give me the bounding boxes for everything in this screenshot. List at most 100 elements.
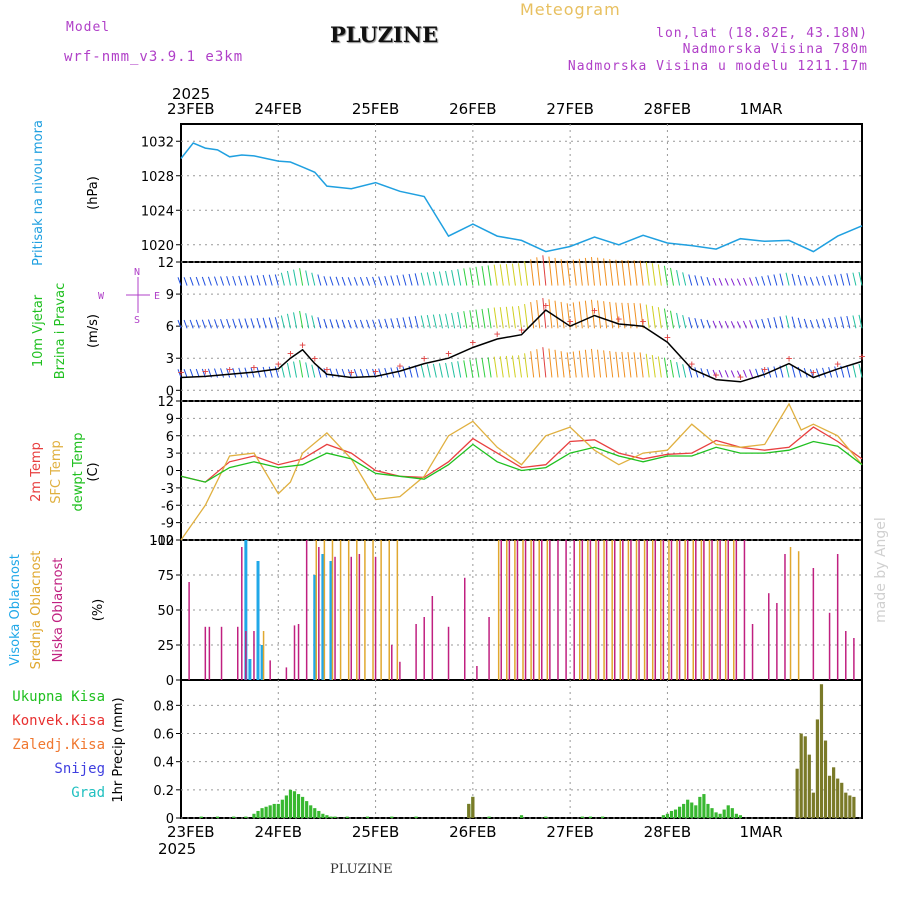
cloud-bar-niska bbox=[828, 612, 831, 680]
pressure-title: Pritisak na nivou mora bbox=[31, 120, 46, 266]
cloud-bar-niska bbox=[516, 540, 519, 680]
wind-barb bbox=[846, 365, 851, 378]
wind-barb bbox=[195, 319, 200, 329]
wind-barbs bbox=[177, 255, 863, 378]
wind-barb bbox=[639, 352, 644, 378]
wind-barb bbox=[505, 263, 510, 286]
wind-barb bbox=[797, 274, 802, 286]
wind-barb bbox=[396, 317, 401, 329]
wind-barb bbox=[463, 268, 468, 286]
wind-barb bbox=[639, 303, 644, 329]
top-date-label: 26FEB bbox=[449, 100, 496, 118]
precip-bar bbox=[726, 805, 730, 818]
wind-barb bbox=[487, 308, 492, 329]
wind-barb bbox=[432, 314, 437, 329]
cloud-ylabel: (%) bbox=[91, 599, 106, 622]
wind-barb bbox=[286, 313, 291, 329]
cloud-bar-srednja bbox=[546, 540, 549, 680]
cloud-bar-niska bbox=[293, 625, 296, 680]
cloud-bar-niska bbox=[695, 540, 697, 680]
precip-bar bbox=[722, 809, 726, 818]
cloud-bar-srednja bbox=[595, 540, 597, 680]
cloud-ytick-label: 50 bbox=[157, 604, 174, 619]
wind-barb bbox=[286, 362, 291, 378]
wind-barb bbox=[809, 369, 814, 378]
cloud-bar-srednja bbox=[676, 540, 678, 680]
cloud-label-visoka: Visoka Oblacnost bbox=[8, 554, 23, 666]
wind-barb bbox=[214, 276, 218, 286]
wind-barb bbox=[846, 315, 851, 329]
wind-barb bbox=[226, 318, 231, 329]
wind-barb bbox=[378, 276, 383, 286]
precip-bar bbox=[588, 816, 593, 818]
cloud-bar-niska bbox=[431, 596, 434, 680]
wind-gust-marker: + bbox=[786, 352, 793, 365]
wind-barb bbox=[329, 368, 334, 378]
cloud-bar-srednja bbox=[733, 540, 735, 680]
wind-barb bbox=[372, 319, 377, 329]
wind-barb bbox=[256, 367, 261, 378]
cloud-bar-visoka bbox=[313, 575, 317, 680]
wind-barb bbox=[280, 364, 285, 378]
wind-barb bbox=[609, 259, 614, 286]
pressure-ytick-label: 1024 bbox=[141, 204, 174, 219]
wind-barb bbox=[317, 274, 322, 286]
wind-barb bbox=[627, 352, 632, 378]
compass-e: E bbox=[154, 291, 160, 302]
cloud-bar-niska bbox=[476, 666, 478, 680]
cloud-bar-niska bbox=[581, 540, 584, 680]
wind-gust-marker: + bbox=[275, 358, 282, 371]
precip-legend-label: Ukupna Kisa bbox=[12, 689, 105, 705]
wind-barb bbox=[347, 277, 352, 286]
wind-barb bbox=[293, 269, 298, 286]
wind-barb bbox=[311, 315, 316, 329]
wind-barb bbox=[475, 266, 480, 286]
wind-barb bbox=[420, 315, 425, 329]
wind-barb bbox=[207, 276, 212, 286]
cloud-bar-srednja bbox=[364, 540, 366, 680]
model-label: Model bbox=[66, 20, 111, 35]
wind-barb bbox=[657, 356, 662, 378]
wind-barb bbox=[566, 260, 571, 286]
wind-barb bbox=[791, 316, 796, 329]
precip-ytick-label: 0.8 bbox=[153, 699, 174, 714]
cloud-bar-srednja bbox=[651, 540, 654, 680]
cloud-bar-niska bbox=[678, 540, 681, 680]
cloud-bar-niska bbox=[768, 593, 770, 680]
precip-bar bbox=[272, 803, 276, 818]
cloud-bar-niska bbox=[524, 540, 527, 680]
wind-barb bbox=[499, 356, 504, 378]
precip-ytick-label: 0 bbox=[166, 812, 174, 827]
wind-title-1: 10m Vjetar bbox=[31, 294, 46, 367]
wind-barb bbox=[396, 367, 401, 378]
wind-barb bbox=[670, 267, 675, 286]
wind-barb bbox=[305, 270, 310, 286]
precip-bar bbox=[714, 812, 718, 818]
compass-s: S bbox=[134, 315, 140, 326]
wind-barb bbox=[445, 362, 450, 378]
wind-barb bbox=[840, 273, 845, 286]
wind-barb bbox=[536, 349, 541, 378]
cloud-ytick-label: 100 bbox=[149, 534, 174, 549]
wind-barb bbox=[761, 276, 766, 286]
wind-barb bbox=[542, 297, 547, 329]
wind-barb bbox=[518, 355, 522, 378]
wind-barb bbox=[682, 314, 687, 329]
temp-label-2m: 2m Temp bbox=[29, 442, 44, 502]
cloud-bar-visoka bbox=[321, 554, 325, 680]
wind-barb bbox=[499, 264, 504, 286]
wind-barb bbox=[493, 264, 498, 286]
precip-bar bbox=[698, 796, 702, 818]
wind-barb bbox=[688, 274, 693, 286]
wind-barb bbox=[323, 318, 328, 329]
cloud-bar-srednja bbox=[643, 540, 646, 680]
wind-barb bbox=[645, 353, 650, 378]
wind-barb bbox=[402, 274, 407, 286]
precip-bar bbox=[487, 816, 491, 818]
wind-barb bbox=[584, 349, 589, 378]
wind-barb bbox=[761, 368, 766, 378]
wind-barb bbox=[469, 267, 474, 286]
wind-barb bbox=[603, 258, 608, 286]
cloud-bar-srednja bbox=[506, 540, 508, 680]
cloud-bar-niska bbox=[488, 617, 490, 680]
